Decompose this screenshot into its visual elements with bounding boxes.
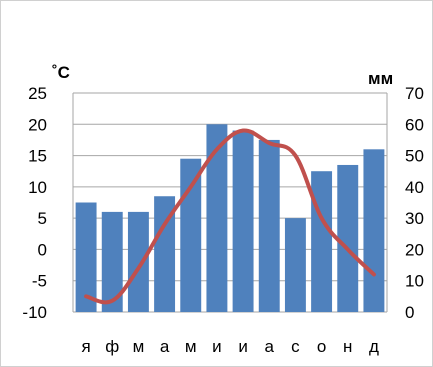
temperature-line [84, 128, 376, 305]
grid-layer [72, 92, 388, 313]
right-axis-tick-label: 50 [405, 147, 424, 166]
right-axis-tick-label: 30 [405, 209, 424, 228]
left-axis-tick-label: 25 [28, 84, 47, 103]
month-label: ф [105, 337, 119, 356]
precipitation-bar [180, 158, 202, 312]
left-axis-tick-label: 0 [38, 240, 47, 259]
precipitation-bar [154, 196, 176, 312]
right-axis-tick-label: 70 [405, 84, 424, 103]
month-label: н [343, 337, 352, 356]
month-label: а [160, 337, 170, 356]
precipitation-bar [75, 202, 97, 312]
precipitation-bar [311, 171, 333, 312]
right-axis-ticks: 70 60 50 40 30 20 10 0 [405, 84, 424, 322]
temperature-line-path [84, 128, 376, 305]
left-axis-tick-label: -5 [32, 272, 47, 291]
month-label: с [291, 337, 300, 356]
month-label: д [369, 337, 379, 356]
precipitation-bar [127, 211, 149, 312]
precipitation-bar [101, 211, 123, 312]
precipitation-bar [284, 218, 306, 312]
precipitation-bar [258, 139, 280, 312]
right-axis-unit-label: мм [368, 69, 393, 88]
precipitation-bar [206, 124, 228, 312]
month-label: и [238, 337, 248, 356]
precipitation-bar [232, 130, 254, 312]
right-axis-tick-label: 20 [405, 240, 424, 259]
left-axis-tick-label: 20 [28, 115, 47, 134]
left-axis-tick-label: -10 [22, 303, 47, 322]
left-axis-ticks: 25 20 15 10 5 0 -5 -10 [22, 84, 47, 322]
left-axis-tick-label: 15 [28, 147, 47, 166]
month-label: я [81, 337, 90, 356]
left-axis-tick-label: 5 [38, 209, 47, 228]
right-axis-tick-label: 10 [405, 272, 424, 291]
precipitation-bars [75, 124, 385, 312]
precipitation-bar [363, 149, 385, 312]
month-label: и [212, 337, 222, 356]
precipitation-bar [337, 164, 359, 312]
left-axis-tick-label: 10 [28, 178, 47, 197]
month-label: а [265, 337, 275, 356]
left-axis-unit-label: ˚С [52, 63, 70, 82]
right-axis-tick-label: 0 [405, 303, 414, 322]
month-label: м [133, 337, 145, 356]
month-label: о [317, 337, 326, 356]
right-axis-tick-label: 60 [405, 115, 424, 134]
right-axis-tick-label: 40 [405, 178, 424, 197]
month-label: м [185, 337, 197, 356]
